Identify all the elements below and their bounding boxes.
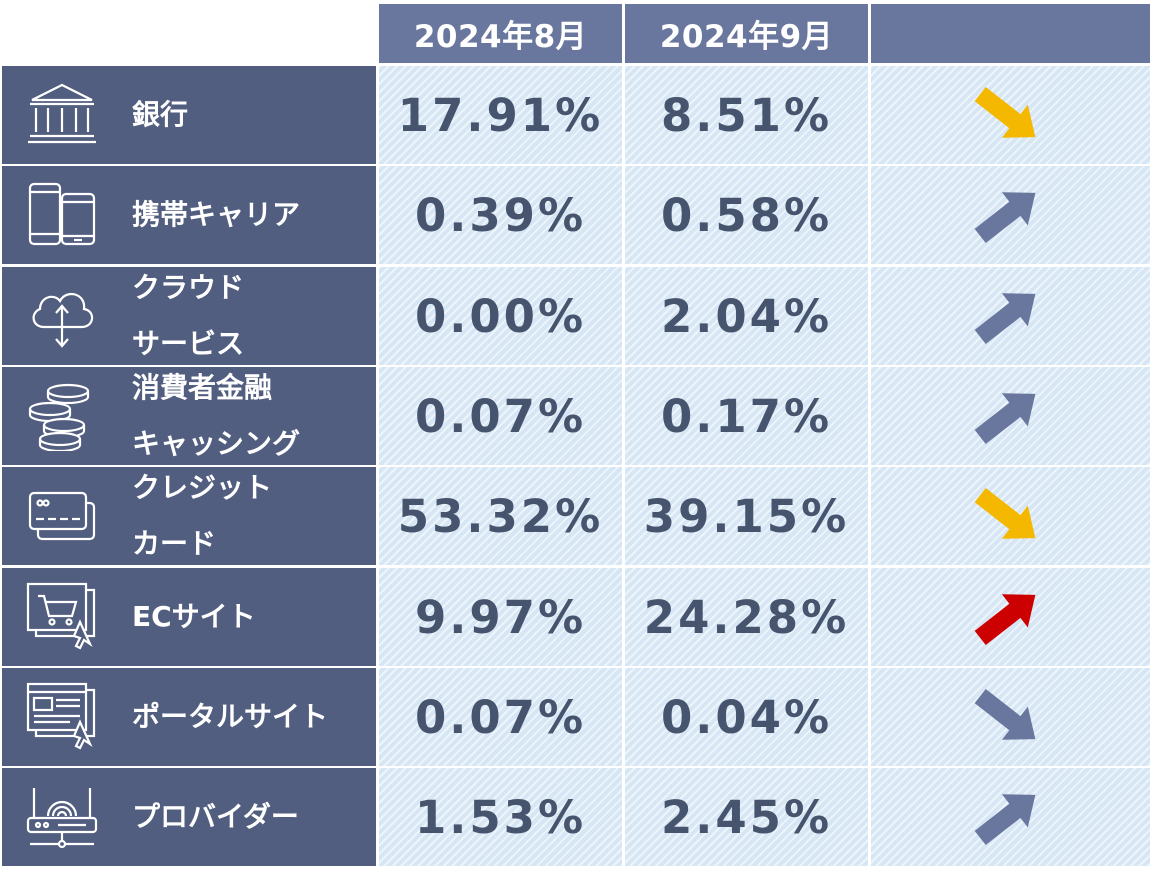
trend-down-arrow-icon bbox=[974, 86, 1036, 138]
row-label-line: 消費者金融 bbox=[132, 371, 273, 404]
web-page-icon bbox=[24, 682, 100, 752]
trend-up-arrow-icon bbox=[974, 293, 1036, 345]
value-cell-aug bbox=[379, 568, 622, 666]
row-label-line: キャッシング bbox=[132, 427, 301, 460]
row-label-line: ポータルサイト bbox=[132, 700, 329, 733]
value-aug: 17.91% bbox=[397, 88, 604, 142]
row-label-cell: ポータルサイト bbox=[2, 668, 376, 766]
row-label-line: カード bbox=[132, 527, 217, 560]
table-row: 携帯キャリア 0.39% 0.58% bbox=[0, 166, 1152, 264]
trend-arrow-shape bbox=[974, 86, 1036, 138]
trend-up-arrow-icon bbox=[974, 594, 1036, 646]
value-sep: 0.58% bbox=[660, 188, 833, 242]
row-label: 消費者金融キャッシング bbox=[132, 367, 372, 465]
value-cell-sep bbox=[625, 668, 868, 766]
value-aug: 0.00% bbox=[414, 289, 587, 343]
value-sep: 8.51% bbox=[660, 88, 833, 142]
value-sep: 24.28% bbox=[643, 590, 850, 644]
table-row: ECサイト 9.97% 24.28% bbox=[0, 568, 1152, 666]
value-cell-aug bbox=[379, 367, 622, 465]
value-cell-aug bbox=[379, 768, 622, 866]
table-row: クレジットカード 53.32% 39.15% bbox=[0, 467, 1152, 565]
trend-arrow-shape bbox=[974, 393, 1036, 445]
value-aug: 9.97% bbox=[414, 590, 587, 644]
row-label: 携帯キャリア bbox=[132, 166, 372, 264]
bank-icon bbox=[24, 80, 100, 150]
value-cell-aug bbox=[379, 267, 622, 365]
value-cell-aug bbox=[379, 66, 622, 164]
row-label-cell: 携帯キャリア bbox=[2, 166, 376, 264]
smartphone-icon bbox=[24, 180, 100, 250]
value-aug: 0.07% bbox=[414, 389, 587, 443]
trend-arrow-shape bbox=[974, 487, 1036, 539]
table-row: ポータルサイト 0.07% 0.04% bbox=[0, 668, 1152, 766]
value-sep: 0.04% bbox=[660, 690, 833, 744]
trend-arrow-shape bbox=[974, 688, 1036, 740]
value-sep: 39.15% bbox=[643, 489, 850, 543]
trend-arrow-shape bbox=[974, 794, 1036, 846]
row-label-line: 銀行 bbox=[132, 98, 189, 131]
value-cell-sep bbox=[625, 367, 868, 465]
row-label: ポータルサイト bbox=[132, 668, 372, 766]
credit-card-icon bbox=[24, 481, 100, 551]
trend-up-arrow-icon bbox=[974, 192, 1036, 244]
value-cell-aug bbox=[379, 166, 622, 264]
table-row: 消費者金融キャッシング 0.07% 0.17% bbox=[0, 367, 1152, 465]
trend-arrow-shape bbox=[974, 594, 1036, 646]
value-cell-aug bbox=[379, 668, 622, 766]
row-label-cell: クレジット カード bbox=[2, 467, 376, 565]
cloud-icon bbox=[24, 281, 100, 351]
trend-down-arrow-icon bbox=[974, 487, 1036, 539]
trend-arrow-shape bbox=[974, 293, 1036, 345]
trend-cell bbox=[871, 467, 1150, 565]
header-aug-2024: 2024年8月 bbox=[379, 4, 622, 63]
value-cell-aug bbox=[379, 467, 622, 565]
value-cell-sep bbox=[625, 267, 868, 365]
value-sep: 0.17% bbox=[660, 389, 833, 443]
value-aug: 53.32% bbox=[397, 489, 604, 543]
trend-up-arrow-icon bbox=[974, 794, 1036, 846]
row-label: ECサイト bbox=[132, 568, 372, 666]
row-label-line: ECサイト bbox=[132, 600, 256, 633]
trend-cell bbox=[871, 568, 1150, 666]
row-label-cell: クラウド サービス bbox=[2, 267, 376, 365]
table-row: クラウドサービス 0.00% 2.04% bbox=[0, 267, 1152, 365]
value-cell-sep bbox=[625, 66, 868, 164]
trend-down-arrow-icon bbox=[974, 688, 1036, 740]
value-cell-sep bbox=[625, 568, 868, 666]
value-aug: 1.53% bbox=[414, 790, 587, 844]
value-aug: 0.39% bbox=[414, 188, 587, 242]
row-label-line: サービス bbox=[132, 327, 245, 360]
value-sep: 2.04% bbox=[660, 289, 833, 343]
row-label-line: クラウド bbox=[132, 271, 245, 304]
row-label-line: 携帯キャリア bbox=[132, 198, 301, 231]
value-cell-sep bbox=[625, 768, 868, 866]
header-trend bbox=[871, 4, 1150, 63]
row-label-line: クレジット bbox=[132, 471, 273, 504]
value-sep: 2.45% bbox=[660, 790, 833, 844]
value-cell-sep bbox=[625, 166, 868, 264]
row-label: プロバイダー bbox=[132, 768, 372, 866]
header-sep-2024: 2024年9月 bbox=[625, 4, 868, 63]
row-label: クラウド サービス bbox=[132, 267, 372, 365]
table-row: 銀行 17.91% 8.51% bbox=[0, 66, 1152, 164]
table-row: プロバイダー 1.53% 2.45% bbox=[0, 768, 1152, 866]
trend-up-arrow-icon bbox=[974, 393, 1036, 445]
shopping-cart-icon bbox=[24, 582, 100, 652]
coins-icon bbox=[24, 381, 100, 451]
value-cell-sep bbox=[625, 467, 868, 565]
router-icon bbox=[24, 782, 100, 852]
row-label: 銀行 bbox=[132, 66, 372, 164]
row-label-cell: プロバイダー bbox=[2, 768, 376, 866]
row-label: クレジット カード bbox=[132, 467, 372, 565]
value-aug: 0.07% bbox=[414, 690, 587, 744]
row-label-cell: ECサイト bbox=[2, 568, 376, 666]
row-label-cell: 銀行 bbox=[2, 66, 376, 164]
row-label-cell: 消費者金融キャッシング bbox=[2, 367, 376, 465]
row-label-line: プロバイダー bbox=[132, 800, 299, 833]
trend-arrow-shape bbox=[974, 192, 1036, 244]
